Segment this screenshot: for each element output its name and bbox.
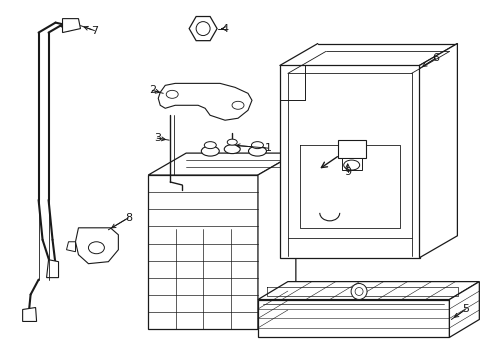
Polygon shape <box>419 44 457 258</box>
Ellipse shape <box>166 90 178 98</box>
Ellipse shape <box>204 141 216 149</box>
Polygon shape <box>148 175 258 329</box>
Ellipse shape <box>232 101 244 109</box>
Circle shape <box>355 288 363 296</box>
Text: 3: 3 <box>154 133 161 143</box>
Ellipse shape <box>227 139 237 145</box>
Polygon shape <box>258 282 479 300</box>
Text: 6: 6 <box>432 54 439 63</box>
Polygon shape <box>63 19 80 32</box>
Polygon shape <box>342 158 362 170</box>
Text: 7: 7 <box>91 26 98 36</box>
Polygon shape <box>75 228 119 264</box>
Ellipse shape <box>224 145 240 154</box>
Polygon shape <box>47 260 58 278</box>
Polygon shape <box>258 300 449 337</box>
Text: 2: 2 <box>148 85 156 95</box>
Text: 5: 5 <box>462 305 469 315</box>
Polygon shape <box>23 307 37 321</box>
Text: 1: 1 <box>265 143 271 153</box>
Polygon shape <box>67 242 75 252</box>
Circle shape <box>196 22 210 36</box>
Text: 4: 4 <box>221 24 229 33</box>
Text: 8: 8 <box>125 213 132 223</box>
Polygon shape <box>258 153 296 329</box>
Ellipse shape <box>251 141 264 149</box>
Polygon shape <box>158 84 252 120</box>
Text: 9: 9 <box>344 167 351 177</box>
Polygon shape <box>148 153 296 175</box>
Circle shape <box>351 283 367 300</box>
Ellipse shape <box>201 146 219 156</box>
Polygon shape <box>449 282 479 337</box>
Ellipse shape <box>248 146 267 156</box>
Polygon shape <box>280 66 419 258</box>
Ellipse shape <box>89 242 104 254</box>
Polygon shape <box>338 140 366 158</box>
Ellipse shape <box>343 160 360 170</box>
